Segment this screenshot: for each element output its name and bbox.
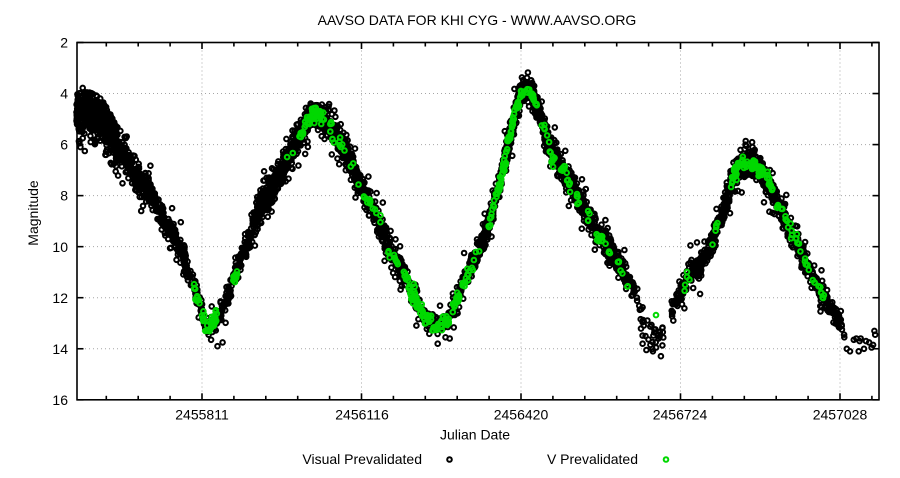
svg-text:AAVSO DATA FOR KHI CYG - WWW.A: AAVSO DATA FOR KHI CYG - WWW.AAVSO.ORG	[318, 12, 637, 28]
svg-text:6: 6	[60, 137, 68, 153]
svg-text:8: 8	[60, 188, 68, 204]
svg-text:Magnitude: Magnitude	[25, 180, 41, 246]
svg-text:Julian Date: Julian Date	[440, 426, 510, 442]
svg-text:14: 14	[52, 341, 68, 357]
svg-text:2456420: 2456420	[494, 407, 549, 423]
svg-text:2457028: 2457028	[813, 407, 868, 423]
svg-text:2455811: 2455811	[175, 407, 229, 423]
svg-text:10: 10	[52, 239, 68, 255]
svg-text:12: 12	[52, 290, 68, 306]
svg-text:4: 4	[60, 86, 68, 102]
svg-text:2456724: 2456724	[653, 407, 708, 423]
svg-text:V Prevalidated: V Prevalidated	[547, 451, 638, 467]
svg-text:Visual Prevalidated: Visual Prevalidated	[302, 451, 422, 467]
svg-text:16: 16	[52, 392, 68, 408]
svg-text:2456116: 2456116	[335, 407, 389, 423]
svg-text:2: 2	[60, 35, 68, 51]
